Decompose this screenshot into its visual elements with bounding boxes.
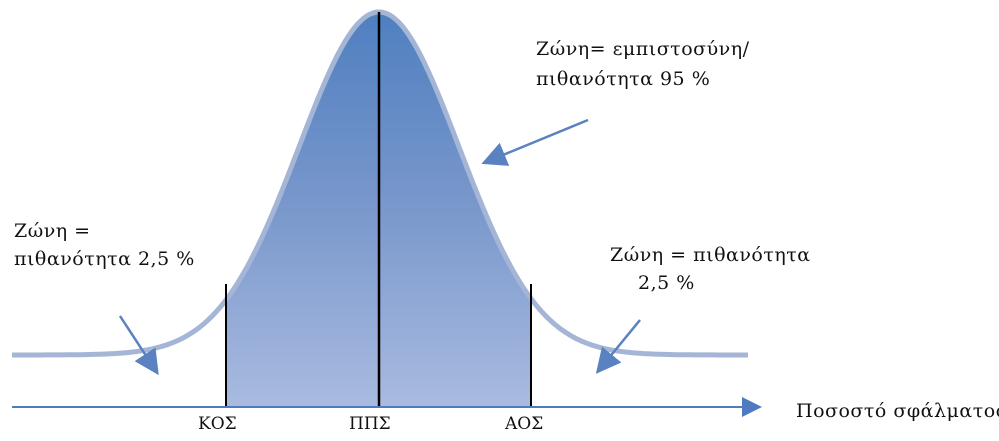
tick-label-aos: ΑΟΣ: [505, 414, 544, 434]
left-tail-label-line1: Ζώνη =: [14, 220, 91, 242]
tick-label-pps: ΠΠΣ: [349, 414, 391, 434]
center-zone-label-line2: πιθανότητα 95 %: [536, 68, 711, 90]
left-tail-arrow: [118, 315, 159, 376]
right-tail-label-line2: 2,5 %: [638, 272, 695, 294]
axis-label: Ποσοστό σφάλματος: [796, 400, 999, 422]
tick-label-kos: ΚΟΣ: [198, 414, 237, 434]
center-zone-label-line1: Ζώνη= εμπιστοσύνη/: [536, 38, 750, 60]
center-zone-arrow: [481, 118, 589, 166]
right-tail-label-line1: Ζώνη = πιθανότητα: [610, 244, 811, 266]
right-tail-arrow: [595, 319, 641, 374]
left-tail-label-line2: πιθανότητα 2,5 %: [14, 248, 195, 270]
